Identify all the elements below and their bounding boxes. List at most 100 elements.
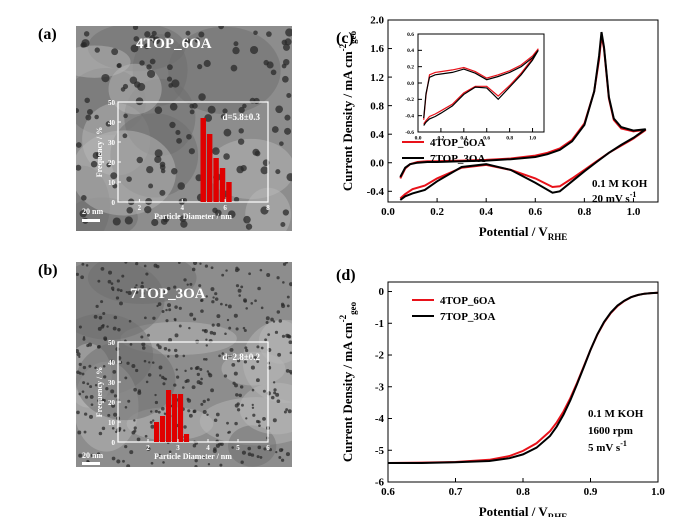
tem-nanoparticle: [250, 365, 255, 370]
tem-nanoparticle: [249, 45, 259, 55]
tem-nanoparticle: [212, 207, 218, 214]
tem-nanoparticle: [187, 398, 192, 403]
tem-nanoparticle: [212, 296, 215, 299]
tem-nanoparticle: [168, 450, 172, 454]
tem-nanoparticle: [97, 398, 102, 403]
histogram-xtick-label: 8: [266, 204, 270, 212]
tem-nanoparticle: [255, 378, 260, 383]
tem-nanoparticle: [247, 446, 252, 451]
tem-nanoparticle: [126, 176, 132, 182]
tem-nanoparticle: [122, 133, 128, 139]
tem-nanoparticle: [206, 398, 210, 402]
tem-nanoparticle: [85, 264, 89, 267]
histogram-annotation: d=2.8±0.2: [222, 352, 260, 362]
tem-nanoparticle: [256, 345, 260, 349]
tem-nanoparticle: [97, 326, 102, 331]
tem-nanoparticle: [140, 335, 144, 339]
tem-nanoparticle: [121, 274, 125, 278]
tem-nanoparticle: [219, 463, 223, 467]
tem-nanoparticle: [81, 39, 90, 48]
tem-nanoparticle: [218, 442, 222, 446]
tem-nanoparticle: [275, 105, 283, 114]
tem-nanoparticle: [111, 403, 116, 408]
tem-nanoparticle: [166, 286, 171, 291]
tem-nanoparticle: [270, 317, 274, 322]
tem-nanoparticle: [202, 454, 206, 459]
tem-nanoparticle: [230, 64, 238, 72]
tem-nanoparticle: [224, 356, 228, 359]
tem-nanoparticle: [250, 302, 254, 305]
tem-nanoparticle: [112, 183, 118, 189]
tem-nanoparticle: [272, 320, 276, 323]
tem-nanoparticle: [273, 388, 277, 392]
cv-ytick-label: -0.4: [367, 186, 385, 198]
tem-nanoparticle: [213, 447, 217, 451]
tem-nanoparticle: [184, 379, 188, 384]
tem-nanoparticle: [193, 409, 197, 413]
tem-nanoparticle: [144, 434, 148, 438]
tem-nanoparticle: [144, 205, 152, 214]
histogram-bar: [166, 390, 172, 442]
tem-nanoparticle: [117, 328, 121, 332]
cv-inset-xtick-label: 0.2: [437, 136, 444, 142]
tem-nanoparticle: [278, 448, 283, 453]
cv-xtick-label: 1.0: [627, 206, 641, 218]
tem-nanoparticle: [233, 313, 238, 318]
tem-nanoparticle: [194, 465, 198, 467]
tem-nanoparticle: [265, 316, 270, 321]
scale-bar-b-label: 20 nm: [82, 451, 104, 460]
tem-nanoparticle: [175, 129, 181, 136]
tem-nanoparticle: [192, 262, 198, 266]
tem-nanoparticle: [274, 330, 279, 334]
tem-nanoparticle: [213, 418, 218, 423]
tem-nanoparticle: [245, 348, 249, 353]
tem-nanoparticle: [184, 38, 191, 45]
tem-nanoparticle: [115, 296, 120, 300]
tem-nanoparticle: [259, 456, 263, 459]
tem-nanoparticle: [165, 319, 169, 323]
tem-nanoparticle: [260, 346, 264, 350]
cv-chart: 0.0 0.2 0.4 0.6 0.8 1.0 -0.4 0.0 0.4 0.8 1.2 1.6 2.0…: [338, 15, 659, 242]
tem-nanoparticle: [235, 284, 240, 288]
tem-nanoparticle: [198, 93, 206, 101]
tem-nanoparticle: [123, 429, 126, 432]
tem-nanoparticle: [240, 285, 244, 289]
tem-nanoparticle: [232, 46, 240, 55]
tem-nanoparticle: [251, 403, 254, 407]
tem-nanoparticle: [251, 388, 255, 392]
tem-nanoparticle: [210, 266, 214, 270]
tem-nanoparticle: [285, 262, 289, 264]
tem-nanoparticle: [205, 338, 208, 341]
tem-nanoparticle: [174, 333, 179, 338]
tem-nanoparticle: [150, 461, 154, 465]
tem-nanoparticle: [86, 382, 90, 386]
tem-nanoparticle: [280, 221, 286, 227]
tem-nanoparticle: [270, 69, 277, 76]
tem-nanoparticle: [143, 264, 147, 268]
histogram-ytick-label: 20: [108, 399, 116, 407]
tem-nanoparticle: [76, 108, 80, 114]
tem-nanoparticle: [160, 406, 165, 411]
tem-nanoparticle: [282, 75, 289, 83]
tem-nanoparticle: [141, 346, 146, 350]
tem-nanoparticle: [169, 121, 176, 129]
tem-nanoparticle: [234, 403, 239, 408]
tem-nanoparticle: [220, 302, 223, 306]
tem-nanoparticle: [124, 376, 128, 380]
tem-nanoparticle: [236, 359, 241, 363]
tem-nanoparticle: [243, 360, 248, 364]
cv-inset-ytick-label: 0.6: [407, 32, 414, 38]
tem-nanoparticle: [144, 316, 147, 320]
tem-nanoparticle: [288, 340, 292, 345]
tem-nanoparticle: [135, 97, 144, 106]
tem-nanoparticle: [256, 360, 260, 364]
tem-nanoparticle: [226, 421, 229, 425]
tem-nanoparticle: [212, 147, 220, 155]
tem-nanoparticle: [83, 430, 87, 434]
tem-nanoparticle: [255, 419, 260, 424]
tem-nanoparticle: [94, 384, 98, 387]
tem-nanoparticle: [194, 458, 198, 463]
tem-nanoparticle: [168, 308, 172, 312]
tem-nanoparticle: [158, 365, 163, 370]
tem-nanoparticle: [107, 279, 112, 284]
